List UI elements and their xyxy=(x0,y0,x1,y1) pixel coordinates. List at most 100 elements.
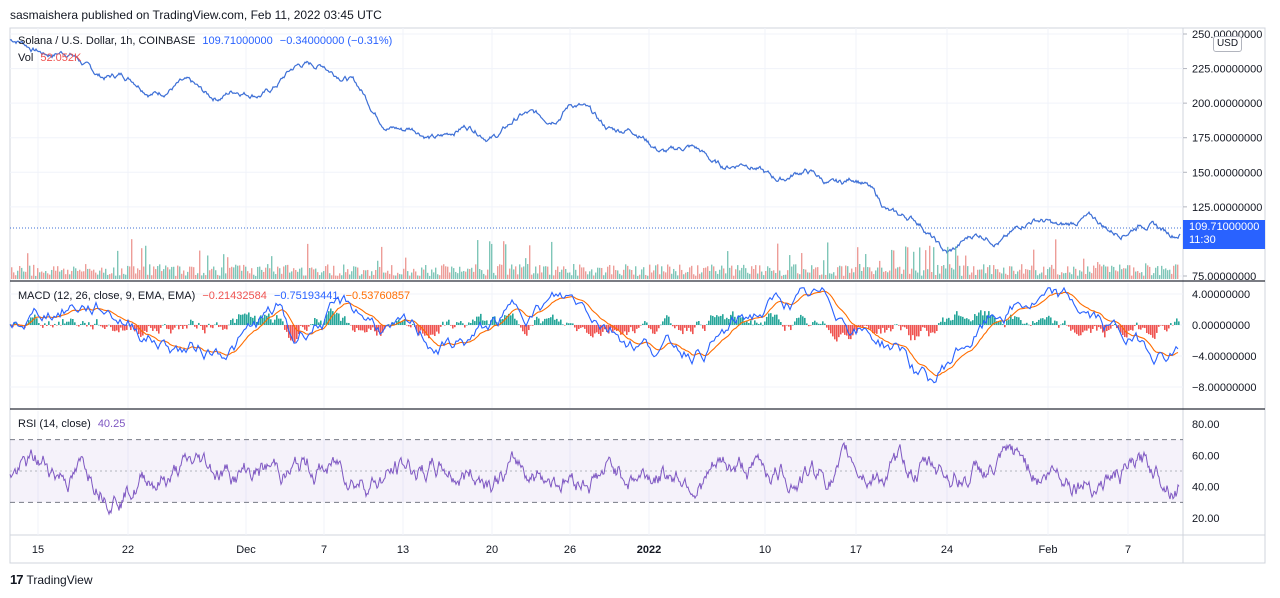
macd-histogram-bar xyxy=(450,325,452,326)
volume-bar xyxy=(217,274,219,279)
macd-histogram-bar xyxy=(1128,325,1130,331)
macd-histogram-bar xyxy=(596,325,598,333)
macd-histogram-bar xyxy=(548,318,550,325)
volume-bar xyxy=(611,274,613,279)
volume-bar xyxy=(383,272,385,279)
macd-histogram-bar xyxy=(962,316,964,325)
volume-bar xyxy=(139,269,141,279)
macd-histogram-bar xyxy=(848,325,850,340)
volume-bar xyxy=(39,272,41,279)
macd-histogram-bar xyxy=(1006,320,1008,325)
volume-bar xyxy=(781,275,783,279)
volume-bar xyxy=(1175,264,1177,279)
price-axis-label: 200.00000000 xyxy=(1192,98,1262,110)
macd-histogram-bar xyxy=(912,325,914,336)
macd-histogram-bar xyxy=(368,325,370,329)
volume-bar xyxy=(413,268,415,279)
volume-bar xyxy=(345,272,347,279)
volume-bar xyxy=(1029,270,1031,279)
volume-bar xyxy=(517,274,519,279)
macd-histogram-bar xyxy=(410,325,412,328)
volume-bar xyxy=(163,269,165,279)
volume-bar xyxy=(1165,268,1167,279)
macd-histogram-bar xyxy=(88,322,90,325)
macd-histogram-bar xyxy=(938,323,940,325)
macd-histogram-bar xyxy=(220,325,222,327)
macd-histogram-bar xyxy=(1172,325,1174,326)
macd-histogram-bar xyxy=(246,314,248,325)
volume-bar xyxy=(753,268,755,279)
macd-histogram-bar xyxy=(712,315,714,325)
volume-bar xyxy=(191,266,193,279)
volume-bar xyxy=(999,272,1001,279)
currency-badge[interactable]: USD xyxy=(1213,36,1242,52)
macd-histogram-bar xyxy=(1032,321,1034,325)
volume-bar xyxy=(871,271,873,279)
volume-bar xyxy=(845,265,847,279)
volume-bar xyxy=(1007,274,1009,279)
macd-histogram-bar xyxy=(904,325,906,328)
macd-histogram-bar xyxy=(1038,319,1040,325)
macd-histogram-bar xyxy=(988,311,990,325)
time-tick-label: 15 xyxy=(32,544,44,556)
macd-histogram-bar xyxy=(446,321,448,325)
macd-histogram-bar xyxy=(922,325,924,328)
volume-bar xyxy=(51,269,53,279)
macd-histogram-bar xyxy=(884,325,886,333)
footer-brand: TradingView xyxy=(26,572,93,587)
macd-histogram-bar xyxy=(1152,325,1154,338)
volume-bar xyxy=(489,241,491,279)
volume-bar xyxy=(601,267,603,279)
volume-bar xyxy=(197,273,199,279)
macd-histogram-bar xyxy=(314,318,316,325)
macd-histogram-bar xyxy=(654,325,656,335)
volume-bar xyxy=(1135,271,1137,279)
volume-bar xyxy=(13,272,15,279)
macd-histogram-bar xyxy=(242,314,244,325)
volume-bar xyxy=(1133,267,1135,279)
macd-histogram-bar xyxy=(420,325,422,331)
volume-bar xyxy=(977,269,979,279)
macd-histogram-bar xyxy=(632,325,634,332)
volume-bar xyxy=(1141,272,1143,279)
macd-histogram-bar xyxy=(36,318,38,325)
volume-bar xyxy=(209,270,211,279)
macd-histogram-bar xyxy=(868,325,870,329)
volume-bar xyxy=(1005,273,1007,279)
volume-bar xyxy=(21,267,23,279)
macd-histogram-bar xyxy=(824,323,826,325)
rsi-axis-label: 80.00 xyxy=(1192,419,1220,431)
macd-histogram-bar xyxy=(224,325,226,329)
volume-bar xyxy=(443,264,445,279)
volume-bar xyxy=(115,275,117,279)
macd-histogram-bar xyxy=(62,319,64,325)
volume-bar xyxy=(323,271,325,279)
macd-histogram-bar xyxy=(66,321,68,325)
volume-bar xyxy=(473,271,475,279)
macd-histogram-bar xyxy=(1020,320,1022,325)
volume-bar xyxy=(291,271,293,279)
macd-histogram-bar xyxy=(622,325,624,334)
volume-bar xyxy=(551,241,553,279)
volume-bar xyxy=(355,266,357,279)
volume-bar xyxy=(815,267,817,279)
volume-bar xyxy=(79,269,81,279)
macd-axis-label: −8.00000000 xyxy=(1192,382,1257,394)
volume-bar xyxy=(495,275,497,279)
volume-bar xyxy=(481,270,483,279)
volume-bar xyxy=(279,268,281,279)
volume-bar xyxy=(945,268,947,279)
volume-bar xyxy=(289,272,291,279)
macd-histogram-bar xyxy=(114,325,116,332)
volume-bar xyxy=(1087,266,1089,279)
macd-histogram-bar xyxy=(720,315,722,325)
macd-histogram-bar xyxy=(184,325,186,326)
macd-histogram-bar xyxy=(1090,325,1092,333)
macd-histogram-bar xyxy=(1016,316,1018,325)
volume-bar xyxy=(629,269,631,279)
volume-bar xyxy=(353,266,355,279)
macd-histogram-bar xyxy=(274,319,276,325)
volume-bar xyxy=(991,274,993,279)
volume-bar xyxy=(73,266,75,279)
